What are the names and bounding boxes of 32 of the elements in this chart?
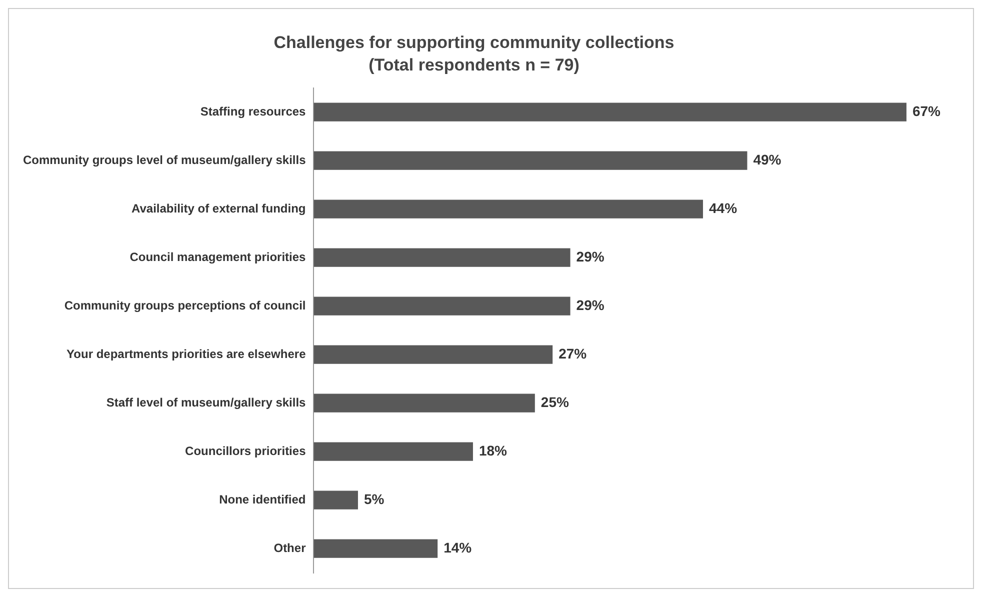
bar — [314, 490, 358, 510]
data-label: 27% — [558, 345, 588, 362]
data-label: 44% — [708, 200, 738, 216]
data-label: 29% — [576, 296, 605, 313]
data-label: 5% — [364, 490, 385, 507]
bar — [314, 200, 703, 218]
y-tick-label: Staffing resources — [200, 104, 306, 118]
data-label: 29% — [576, 248, 605, 264]
y-tick-label: Council management priorities — [130, 250, 306, 264]
bar — [314, 151, 748, 170]
data-label: 14% — [444, 539, 472, 556]
data-label: 18% — [478, 442, 508, 458]
y-tick-label: Staff level of museum/gallery skills — [106, 395, 306, 410]
y-tick-label: Community groups level of museum/gallery skills — [22, 152, 306, 167]
y-tick-label: Councillors priorities — [185, 444, 306, 458]
bar — [314, 102, 906, 122]
bar — [314, 296, 570, 316]
bar — [314, 394, 535, 412]
data-label: 67% — [912, 102, 942, 119]
chart-title: Challenges for supporting community collections — [274, 32, 674, 52]
y-tick-label: None identified — [219, 492, 306, 506]
data-label: 25% — [540, 394, 570, 410]
y-tick-label: Other — [274, 540, 306, 555]
bar — [314, 248, 570, 267]
bar — [314, 345, 553, 364]
y-tick-label: Community groups perceptions of council — [64, 298, 306, 312]
bar — [314, 539, 438, 558]
chart-subtitle: (Total respondents n = 79) — [368, 55, 580, 74]
bar — [314, 442, 473, 461]
y-tick-label: Availability of external funding — [131, 201, 306, 216]
y-tick-label: Your departments priorities are elsewhere — [66, 346, 306, 361]
data-label: 49% — [753, 151, 782, 168]
